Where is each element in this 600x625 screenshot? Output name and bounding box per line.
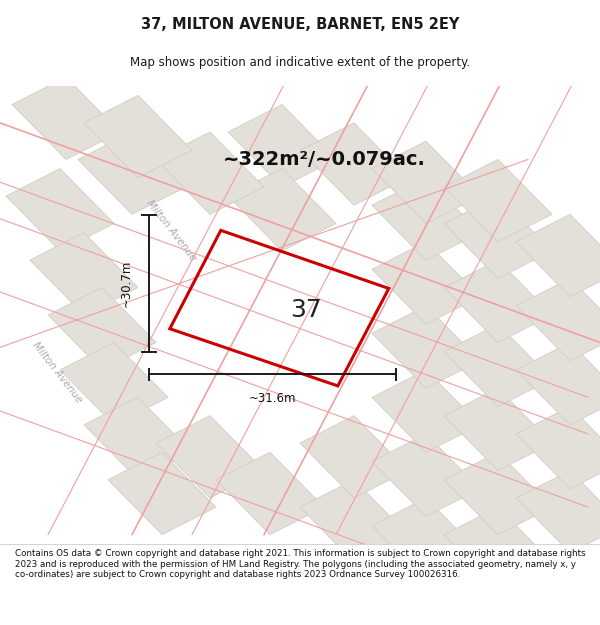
Polygon shape	[444, 159, 552, 242]
Polygon shape	[516, 278, 600, 361]
Polygon shape	[156, 132, 264, 214]
Polygon shape	[60, 342, 168, 425]
Polygon shape	[516, 342, 600, 425]
Polygon shape	[444, 507, 552, 589]
Polygon shape	[372, 370, 480, 452]
Polygon shape	[84, 96, 192, 178]
Polygon shape	[372, 141, 480, 224]
Polygon shape	[156, 416, 264, 498]
Text: Milton Avenue: Milton Avenue	[30, 340, 84, 404]
Polygon shape	[516, 214, 600, 297]
Polygon shape	[30, 232, 138, 315]
Text: 37, MILTON AVENUE, BARNET, EN5 2EY: 37, MILTON AVENUE, BARNET, EN5 2EY	[141, 17, 459, 32]
Polygon shape	[300, 416, 408, 498]
Polygon shape	[444, 196, 552, 278]
Text: Map shows position and indicative extent of the property.: Map shows position and indicative extent…	[130, 56, 470, 69]
Polygon shape	[228, 104, 336, 187]
Text: ~31.6m: ~31.6m	[248, 392, 296, 405]
Polygon shape	[84, 398, 192, 480]
Polygon shape	[444, 324, 552, 406]
Polygon shape	[516, 471, 600, 553]
Polygon shape	[372, 177, 480, 260]
Polygon shape	[372, 498, 480, 581]
Polygon shape	[300, 123, 408, 205]
Polygon shape	[108, 452, 216, 534]
Polygon shape	[78, 132, 186, 214]
Polygon shape	[444, 388, 552, 471]
Polygon shape	[444, 452, 552, 534]
Polygon shape	[6, 169, 114, 251]
Text: 37: 37	[290, 298, 322, 322]
Polygon shape	[372, 242, 480, 324]
Polygon shape	[516, 406, 600, 489]
Polygon shape	[300, 480, 408, 562]
Text: Milton Avenue: Milton Avenue	[144, 198, 198, 262]
Polygon shape	[48, 288, 156, 370]
Polygon shape	[228, 169, 336, 251]
Text: Contains OS data © Crown copyright and database right 2021. This information is : Contains OS data © Crown copyright and d…	[15, 549, 586, 579]
Text: ~30.7m: ~30.7m	[119, 260, 133, 307]
Polygon shape	[216, 452, 324, 534]
Polygon shape	[372, 434, 480, 516]
Polygon shape	[12, 77, 120, 159]
Polygon shape	[444, 260, 552, 343]
Polygon shape	[372, 306, 480, 388]
Text: ~322m²/~0.079ac.: ~322m²/~0.079ac.	[223, 150, 425, 169]
